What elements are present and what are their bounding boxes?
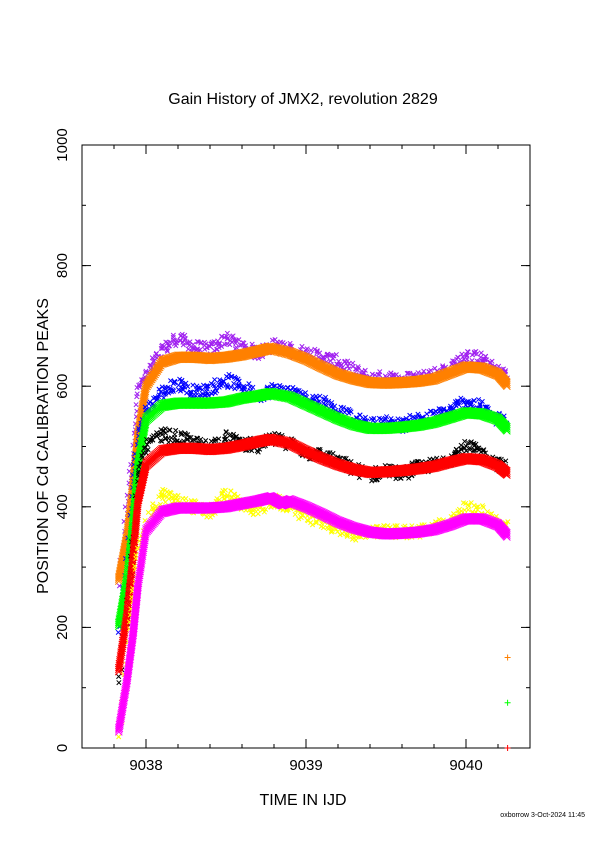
data-point (361, 370, 367, 376)
data-point (214, 346, 220, 353)
y-tick-label: 1000 (54, 128, 71, 161)
data-point (316, 354, 322, 360)
data-point (355, 364, 361, 370)
data-point (303, 347, 309, 353)
data-point (377, 369, 383, 375)
data-point (203, 345, 210, 351)
data-point (474, 351, 480, 357)
data-point (327, 358, 333, 364)
data-point (116, 680, 122, 686)
data-point (465, 349, 471, 355)
data-point (246, 381, 252, 387)
data-point (460, 354, 466, 360)
data-series (114, 330, 511, 751)
x-axis-ticks: 9038 9039 9040 (129, 145, 483, 774)
data-point (464, 353, 470, 359)
data-point (197, 347, 203, 353)
x-tick-label: 9039 (289, 757, 322, 774)
data-point (182, 335, 188, 341)
minor-ticks (81, 144, 531, 749)
chart-title: Gain History of JMX2, revolution 2829 (168, 91, 438, 108)
data-point (212, 377, 218, 383)
data-point (173, 340, 180, 346)
data-point (134, 391, 140, 397)
data-point (133, 402, 139, 408)
data-point (415, 370, 421, 376)
data-point (162, 426, 168, 432)
data-point (115, 629, 121, 635)
data-point (308, 347, 314, 354)
data-point (489, 358, 495, 364)
data-point (176, 382, 182, 388)
data-point (116, 583, 122, 589)
data-point (342, 409, 348, 415)
y-tick-label: 600 (54, 374, 71, 399)
y-tick-label: 800 (54, 253, 71, 278)
data-point (143, 368, 149, 374)
data-point (230, 333, 236, 339)
data-point (180, 342, 186, 348)
data-point (405, 370, 411, 376)
data-point (177, 337, 183, 343)
data-point (333, 351, 339, 358)
data-point (170, 332, 176, 338)
data-point (317, 350, 323, 356)
data-point (216, 340, 223, 346)
data-point (329, 352, 335, 358)
data-point (478, 354, 484, 360)
data-point (148, 362, 154, 368)
data-point (164, 347, 170, 353)
data-point (272, 337, 278, 343)
y-tick-label: 0 (54, 744, 71, 752)
data-point (458, 395, 464, 401)
data-point (149, 355, 155, 361)
data-point (116, 673, 122, 680)
x-tick-label: 9040 (449, 757, 482, 774)
data-point (314, 348, 320, 354)
data-point (167, 339, 173, 345)
y-tick-label: 400 (54, 494, 71, 519)
data-point (421, 368, 427, 374)
data-point (346, 366, 352, 372)
data-point (471, 398, 477, 404)
y-axis-ticks: 0 200 400 600 800 1000 (54, 128, 530, 752)
x-tick-label: 9038 (129, 757, 162, 774)
data-point (330, 450, 336, 456)
data-point (150, 358, 156, 365)
data-point (395, 416, 401, 422)
data-point (167, 427, 173, 433)
data-point (224, 330, 230, 336)
data-point (428, 367, 434, 374)
data-point (336, 358, 342, 364)
data-point (116, 734, 122, 740)
series-5-fit (114, 433, 511, 676)
data-point (459, 351, 465, 357)
data-point (193, 390, 199, 396)
data-point (172, 431, 178, 438)
y-tick-label: 200 (54, 615, 71, 640)
data-point (375, 371, 381, 378)
data-point (236, 337, 242, 343)
data-point (185, 346, 191, 352)
data-point (190, 382, 196, 388)
data-point (407, 370, 413, 376)
data-point (478, 350, 484, 356)
data-point (345, 358, 351, 364)
data-point (331, 353, 337, 359)
data-point (166, 343, 172, 349)
data-point (218, 343, 225, 350)
data-point (345, 363, 351, 369)
data-point (173, 427, 179, 433)
